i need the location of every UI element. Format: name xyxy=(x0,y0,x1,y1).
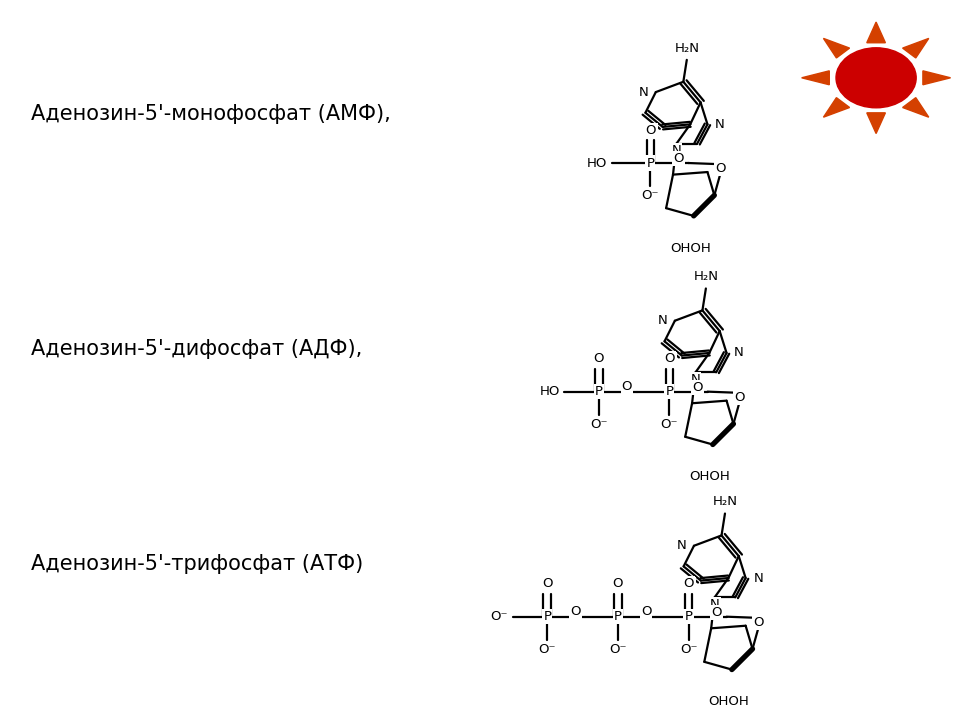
Text: HO: HO xyxy=(587,156,608,169)
Polygon shape xyxy=(824,38,850,58)
Text: O: O xyxy=(734,391,745,404)
Text: P: P xyxy=(595,385,603,398)
Text: N: N xyxy=(690,373,701,386)
Text: H₂N: H₂N xyxy=(693,271,718,284)
Text: O: O xyxy=(640,606,651,618)
Text: P: P xyxy=(543,610,551,624)
Text: O: O xyxy=(593,352,604,365)
Polygon shape xyxy=(802,71,829,85)
Text: O⁻: O⁻ xyxy=(539,643,556,656)
Text: N: N xyxy=(666,353,676,366)
Text: N: N xyxy=(734,346,744,359)
Text: N: N xyxy=(658,314,667,327)
Text: O: O xyxy=(645,124,656,137)
Text: H₂N: H₂N xyxy=(674,42,699,55)
Text: P: P xyxy=(665,385,673,398)
Text: O: O xyxy=(622,380,633,393)
Text: N: N xyxy=(715,118,725,131)
Polygon shape xyxy=(867,113,885,133)
Text: O⁻: O⁻ xyxy=(610,643,627,656)
Text: OHOH: OHOH xyxy=(670,242,710,255)
Text: Аденозин-5'-трифосфат (АТФ): Аденозин-5'-трифосфат (АТФ) xyxy=(32,554,364,574)
Text: O⁻: O⁻ xyxy=(491,610,508,624)
Text: O: O xyxy=(673,152,684,165)
Text: N: N xyxy=(638,86,648,99)
Circle shape xyxy=(836,48,916,108)
Text: N: N xyxy=(754,572,763,585)
Text: OHOH: OHOH xyxy=(708,696,749,708)
Text: O: O xyxy=(570,606,581,618)
Text: O⁻: O⁻ xyxy=(660,418,678,431)
Text: O⁻: O⁻ xyxy=(590,418,608,431)
Text: N: N xyxy=(709,598,719,611)
Text: P: P xyxy=(646,156,655,169)
Text: OHOH: OHOH xyxy=(689,470,730,483)
Text: O⁻: O⁻ xyxy=(680,643,697,656)
Text: N: N xyxy=(647,124,657,137)
Text: Аденозин-5'-монофосфат (АМФ),: Аденозин-5'-монофосфат (АМФ), xyxy=(32,104,391,124)
Polygon shape xyxy=(902,98,928,117)
Text: O: O xyxy=(715,162,726,175)
Polygon shape xyxy=(923,71,950,85)
Polygon shape xyxy=(867,22,885,42)
Text: Аденозин-5'-дифосфат (АДФ),: Аденозин-5'-дифосфат (АДФ), xyxy=(32,339,363,359)
Text: N: N xyxy=(677,539,686,552)
Text: P: P xyxy=(613,610,622,624)
Text: N: N xyxy=(685,577,695,590)
Text: O: O xyxy=(664,352,675,365)
Text: O: O xyxy=(684,577,694,590)
Text: P: P xyxy=(684,610,692,624)
Text: O: O xyxy=(542,577,553,590)
Text: HO: HO xyxy=(540,385,560,398)
Text: O: O xyxy=(692,381,703,394)
Text: H₂N: H₂N xyxy=(712,495,737,508)
Text: O: O xyxy=(754,616,764,629)
Text: N: N xyxy=(672,144,682,158)
Text: O⁻: O⁻ xyxy=(641,189,660,202)
Polygon shape xyxy=(824,98,850,117)
Text: O: O xyxy=(711,606,722,619)
Text: O: O xyxy=(612,577,623,590)
Polygon shape xyxy=(902,38,928,58)
